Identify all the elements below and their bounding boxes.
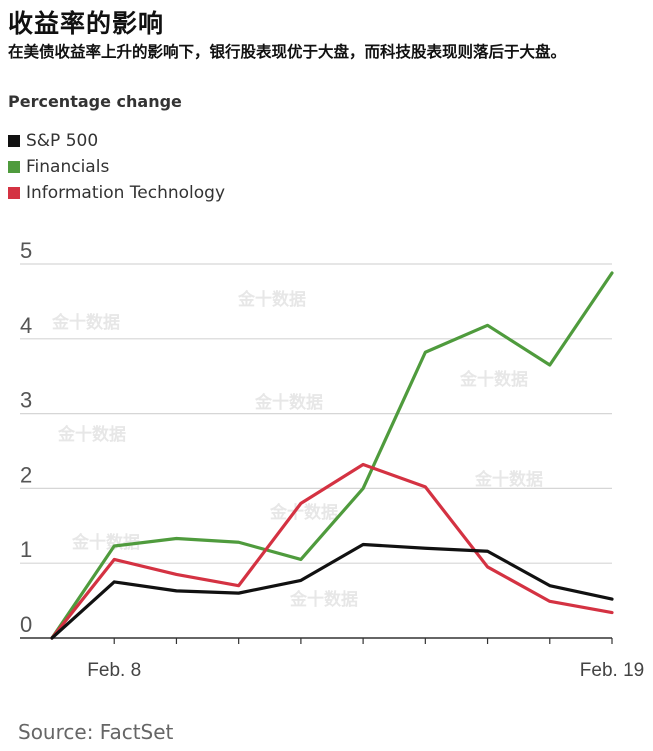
y-tick-label: 2 (20, 462, 32, 487)
legend: S&P 500 Financials Information Technolog… (8, 128, 225, 206)
gridlines (20, 263, 612, 564)
legend-swatch-sp500 (8, 135, 20, 147)
y-tick-label: 5 (20, 238, 32, 263)
y-tick-label: 3 (20, 388, 32, 413)
watermark-logo: 金十数据 (290, 590, 358, 610)
legend-label-financials: Financials (26, 157, 110, 177)
x-tick-label: Feb. 19 (580, 660, 644, 681)
legend-swatch-information-technology (8, 187, 20, 199)
y-axis-ticks: 0 1 2 3 4 5 (20, 238, 32, 637)
series-line-s-p-500 (50, 542, 614, 640)
source-note: Source: FactSet (18, 720, 174, 744)
chart-subtitle: 在美债收益率上升的影响下，银行股表现优于大盘，而科技股表现则落后于大盘。 (8, 43, 567, 61)
legend-item-financials: Financials (8, 154, 225, 180)
series-line-financials (50, 271, 614, 640)
legend-label-information-technology: Information Technology (26, 183, 226, 203)
watermark-logo: 金十数据 (460, 370, 528, 390)
x-axis: Feb. 8 Feb. 19 (20, 637, 644, 681)
series-line-information-technology (50, 462, 614, 640)
watermark-logo: 金十数据 (475, 470, 543, 490)
watermark-logo: 金十数据 (72, 533, 140, 553)
y-tick-label: 0 (20, 612, 32, 637)
series-lines (50, 271, 614, 640)
legend-item-information-technology: Information Technology (8, 180, 225, 206)
x-tick-label: Feb. 8 (87, 660, 141, 681)
watermark-logo: 金十数据 (58, 425, 126, 445)
y-tick-label: 4 (20, 313, 32, 338)
watermark-logo: 金十数据 (255, 393, 323, 413)
watermark-logo: 金十数据 (52, 313, 120, 333)
legend-swatch-financials (8, 161, 20, 173)
chart-title: 收益率的影响 (8, 9, 165, 38)
legend-label-sp500: S&P 500 (26, 131, 99, 151)
watermark-logo: 金十数据 (238, 290, 306, 310)
watermark-logo: 金十数据 (270, 503, 338, 523)
legend-item-sp500: S&P 500 (8, 128, 225, 154)
y-tick-label: 1 (20, 537, 32, 562)
y-axis-unit-label: Percentage change (8, 92, 182, 111)
